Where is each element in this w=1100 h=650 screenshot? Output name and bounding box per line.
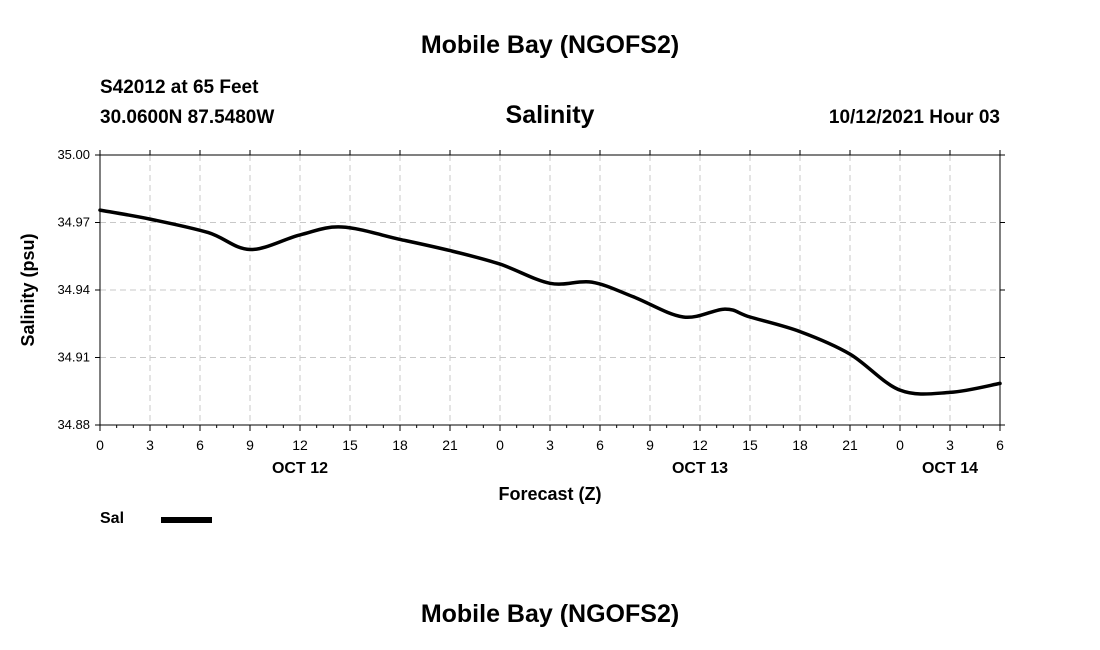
date-label: OCT 14	[922, 460, 978, 477]
x-tick-label: 0	[896, 437, 904, 453]
y-tick-label: 35.00	[57, 147, 90, 162]
y-axis-label: Salinity (psu)	[18, 233, 38, 346]
x-tick-label: 21	[442, 437, 458, 453]
y-tick-label: 34.91	[57, 350, 90, 365]
x-tick-label: 15	[342, 437, 358, 453]
x-tick-label: 21	[842, 437, 858, 453]
legend-swatch	[161, 517, 212, 523]
date-label: OCT 12	[272, 460, 328, 477]
x-axis-label: Forecast (Z)	[498, 484, 601, 504]
x-tick-label: 6	[596, 437, 604, 453]
salinity-line	[98, 208, 1002, 396]
x-tick-label: 0	[96, 437, 104, 453]
plot-frame	[99, 154, 1001, 426]
x-tick-label: 12	[692, 437, 708, 453]
x-tick-label: 18	[792, 437, 808, 453]
x-tick-label: 6	[196, 437, 204, 453]
station-label: S42012 at 65 Feet	[100, 77, 259, 98]
x-tick-label: 9	[246, 437, 254, 453]
x-tick-label: 18	[392, 437, 408, 453]
x-tick-label: 0	[496, 437, 504, 453]
x-tick-label: 3	[546, 437, 554, 453]
x-tick-label: 12	[292, 437, 308, 453]
legend-label: Sal	[100, 510, 125, 527]
x-tick-label: 15	[742, 437, 758, 453]
footer-title: Mobile Bay (NGOFS2)	[420, 600, 680, 628]
date-label: OCT 13	[672, 460, 728, 477]
chart-title: Salinity	[505, 101, 595, 129]
x-tick-label: 9	[646, 437, 654, 453]
page-title: Mobile Bay (NGOFS2)	[420, 31, 680, 59]
x-tick-label: 3	[946, 437, 954, 453]
forecast-timestamp: 10/12/2021 Hour 03	[828, 107, 1000, 128]
x-tick-label: 3	[146, 437, 154, 453]
y-tick-label: 34.94	[57, 282, 90, 297]
x-tick-label: 6	[996, 437, 1004, 453]
y-tick-label: 34.88	[57, 417, 90, 432]
y-tick-label: 34.97	[57, 215, 90, 230]
station-coordinates: 30.0600N 87.5480W	[100, 107, 275, 128]
